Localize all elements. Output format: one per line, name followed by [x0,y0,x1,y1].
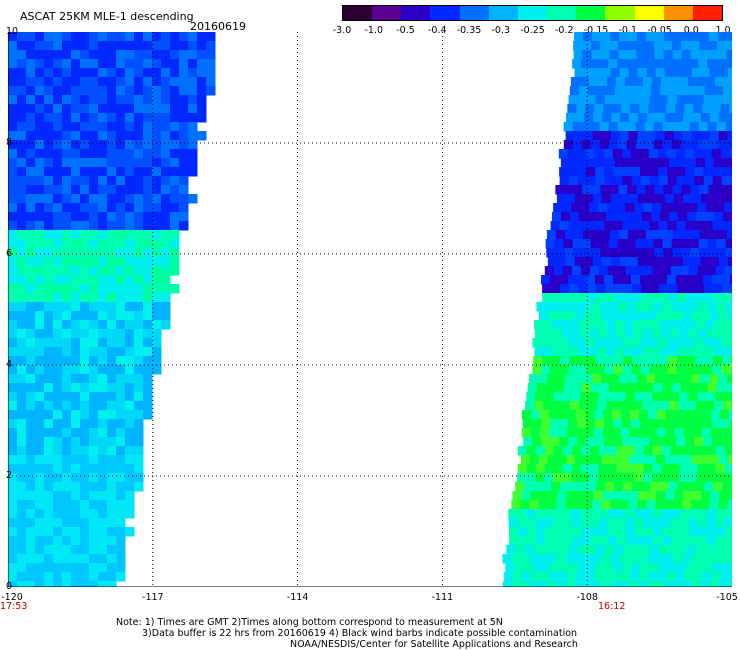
y-tick-label: 4 [6,359,13,370]
left-swath-time: 17:53 [0,601,28,612]
color-scale-tick: -0.15 [583,25,609,36]
color-scale-segment [547,6,577,20]
x-tick-label: -117 [142,592,164,603]
color-scale-tick: -3.0 [332,25,352,36]
color-scale-segment [663,6,693,20]
color-scale-tick: -1.0 [364,25,384,36]
grid-lines [8,32,732,587]
color-scale-bar [342,5,723,21]
color-scale-segment [459,6,489,20]
color-scale-tick: -0.4 [427,25,447,36]
color-scale-segment [488,6,518,20]
color-scale-segment [634,6,664,20]
color-scale-segment [430,6,460,20]
product-date: 20160619 [190,20,246,33]
y-tick-label: 2 [6,470,13,481]
x-tick-label: -120 [1,592,23,603]
left-swath [8,32,216,587]
footer-note-line-2: 3)Data buffer is 22 hrs from 20160619 4)… [142,628,578,639]
color-scale-segment [343,6,373,20]
color-scale-segment [605,6,635,20]
footer-note-line-1: Note: 1) Times are GMT 2)Times along bot… [116,617,503,628]
color-scale-tick: -0.2 [554,25,574,36]
color-scale-tick: -0.25 [520,25,545,36]
right-swath-time: 16:12 [598,601,626,612]
y-tick-label: 0 [6,581,13,592]
x-tick-label: -114 [286,592,309,603]
y-tick-label: 10 [6,26,19,37]
color-scale-segment [401,6,431,20]
color-scale-segment [576,6,606,20]
color-scale-segment [692,6,723,20]
color-scale-tick: -0.1 [618,25,638,36]
x-tick-label: -108 [576,592,598,603]
color-scale-tick: -0.35 [456,25,482,36]
x-tick-label: -105 [716,592,738,603]
color-scale-segment [372,6,402,20]
right-swath [502,32,732,587]
color-scale-tick: -0.05 [647,25,672,36]
product-title: ASCAT 25KM MLE-1 descending [20,10,194,23]
color-scale-tick: 0.0 [683,25,699,36]
color-scale-segment [517,6,548,20]
footer-credit: NOAA/NESDIS/Center for Satellite Applica… [290,639,578,650]
color-scale-tick: 1.0 [715,25,731,36]
color-scale-tick: -0.3 [491,25,511,36]
color-scale-tick: -0.5 [396,25,415,36]
map-plot [8,32,732,587]
x-tick-label: -111 [431,592,454,603]
y-tick-label: 8 [6,137,13,148]
y-tick-label: 6 [6,248,13,259]
